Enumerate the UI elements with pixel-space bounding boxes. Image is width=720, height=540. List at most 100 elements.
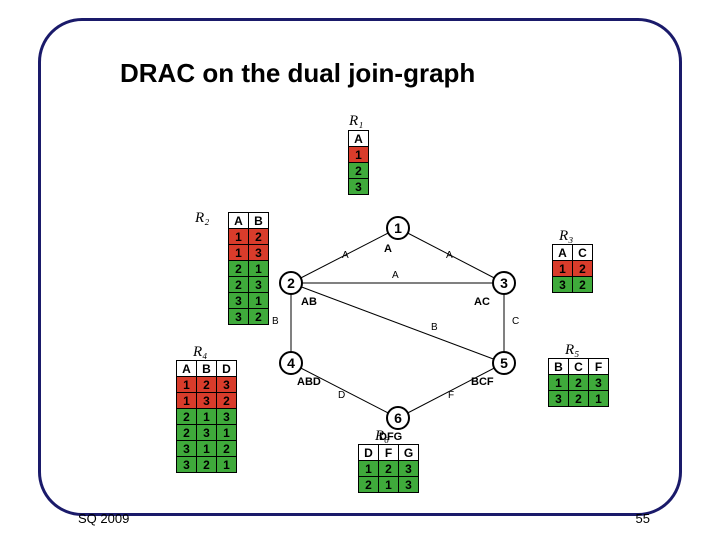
table-row: 2	[349, 163, 369, 179]
cell: 3	[553, 277, 573, 293]
graph-node-2: 2	[279, 271, 303, 295]
col-header: C	[569, 359, 589, 375]
table-row: 231	[177, 425, 237, 441]
cell: 3	[249, 277, 269, 293]
col-header: A	[177, 361, 197, 377]
table-row: 31	[229, 293, 269, 309]
cell: 1	[197, 409, 217, 425]
graph-node-3: 3	[492, 271, 516, 295]
col-header: A	[349, 131, 369, 147]
table-row: 32	[229, 309, 269, 325]
graph-node-6: 6	[386, 406, 410, 430]
cell: 2	[573, 277, 593, 293]
table-row: 321	[177, 457, 237, 473]
cell: 3	[177, 457, 197, 473]
col-header: B	[249, 213, 269, 229]
table-row: 123	[549, 375, 609, 391]
relation-label-R5: R₅	[565, 342, 579, 359]
footer-right: 55	[636, 511, 650, 526]
table-row: 13	[229, 245, 269, 261]
cell: 2	[177, 425, 197, 441]
cell: 3	[197, 393, 217, 409]
cell: 1	[229, 245, 249, 261]
cell: 1	[177, 377, 197, 393]
cell: 3	[589, 375, 609, 391]
cell: 2	[359, 477, 379, 493]
node-out-label: AC	[474, 296, 490, 308]
table-row: 132	[177, 393, 237, 409]
cell: 2	[379, 461, 399, 477]
cell: 1	[249, 293, 269, 309]
col-header: A	[553, 245, 573, 261]
node-out-label: DFG	[379, 431, 402, 443]
cell: 1	[217, 425, 237, 441]
cell: 1	[553, 261, 573, 277]
node-out-label: A	[384, 243, 392, 255]
table-row: 123	[359, 461, 419, 477]
table-row: 3	[349, 179, 369, 195]
node-out-label: BCF	[471, 376, 494, 388]
cell: 2	[573, 261, 593, 277]
cell: 2	[177, 409, 197, 425]
cell: 2	[197, 457, 217, 473]
col-header: B	[549, 359, 569, 375]
graph-node-1: 1	[386, 216, 410, 240]
edge-label: D	[338, 390, 345, 401]
edge-label: F	[448, 390, 454, 401]
cell: 3	[229, 309, 249, 325]
relation-label-R3: R₃	[559, 228, 573, 245]
table-row: 123	[177, 377, 237, 393]
cell: 3	[177, 441, 197, 457]
cell: 2	[249, 229, 269, 245]
cell: 3	[549, 391, 569, 407]
cell: 1	[589, 391, 609, 407]
relation-label-R2: R₂	[195, 210, 209, 227]
edge-label: B	[431, 322, 438, 333]
cell: 3	[399, 477, 419, 493]
table-row: 12	[229, 229, 269, 245]
cell: 1	[197, 441, 217, 457]
col-header: D	[217, 361, 237, 377]
relation-table-R4: ABD123132213231312321	[176, 360, 237, 473]
col-header: B	[197, 361, 217, 377]
table-row: 12	[553, 261, 593, 277]
graph-node-4: 4	[279, 351, 303, 375]
cell: 3	[217, 409, 237, 425]
table-row: 213	[359, 477, 419, 493]
edge-label: C	[512, 316, 519, 327]
cell: 3	[217, 377, 237, 393]
cell: 2	[249, 309, 269, 325]
cell: 3	[249, 245, 269, 261]
cell: 1	[359, 461, 379, 477]
cell: 1	[249, 261, 269, 277]
cell: 2	[569, 375, 589, 391]
cell: 2	[217, 441, 237, 457]
table-row: 1	[349, 147, 369, 163]
edge-label: B	[272, 316, 279, 327]
table-row: 321	[549, 391, 609, 407]
cell: 2	[569, 391, 589, 407]
node-out-label: ABD	[297, 376, 321, 388]
relation-label-R1: R₁	[349, 113, 363, 130]
table-row: 21	[229, 261, 269, 277]
col-header: A	[229, 213, 249, 229]
relation-table-R5: BCF123321	[548, 358, 609, 407]
table-row: 32	[553, 277, 593, 293]
edge-label: A	[342, 250, 349, 261]
col-header: C	[573, 245, 593, 261]
cell: 1	[229, 229, 249, 245]
cell: 2	[349, 163, 369, 179]
edge-label: A	[446, 250, 453, 261]
cell: 3	[399, 461, 419, 477]
relation-table-R1: A123	[348, 130, 369, 195]
cell: 3	[349, 179, 369, 195]
cell: 1	[549, 375, 569, 391]
cell: 2	[217, 393, 237, 409]
cell: 3	[197, 425, 217, 441]
table-row: 23	[229, 277, 269, 293]
graph-node-5: 5	[492, 351, 516, 375]
cell: 1	[379, 477, 399, 493]
page-title: DRAC on the dual join-graph	[120, 58, 475, 89]
cell: 3	[229, 293, 249, 309]
dual-join-graph: AAABBCDF123456AABACABDBCFDFG	[276, 216, 522, 456]
